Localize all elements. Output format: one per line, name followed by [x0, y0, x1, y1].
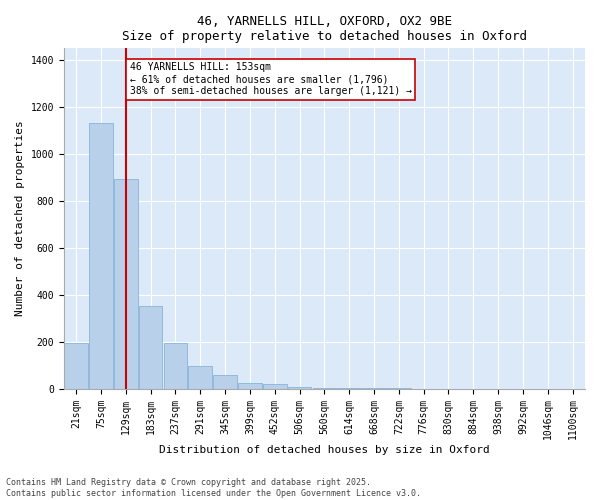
Y-axis label: Number of detached properties: Number of detached properties [15, 120, 25, 316]
Bar [288, 386, 311, 388]
Bar [263, 384, 287, 388]
X-axis label: Distribution of detached houses by size in Oxford: Distribution of detached houses by size … [159, 445, 490, 455]
Text: 46 YARNELLS HILL: 153sqm
← 61% of detached houses are smaller (1,796)
38% of sem: 46 YARNELLS HILL: 153sqm ← 61% of detach… [130, 62, 412, 96]
Bar [214, 374, 237, 388]
Bar [188, 366, 212, 388]
Bar [89, 124, 113, 388]
Bar [64, 344, 88, 388]
Text: Contains HM Land Registry data © Crown copyright and database right 2025.
Contai: Contains HM Land Registry data © Crown c… [6, 478, 421, 498]
Bar [139, 306, 163, 388]
Title: 46, YARNELLS HILL, OXFORD, OX2 9BE
Size of property relative to detached houses : 46, YARNELLS HILL, OXFORD, OX2 9BE Size … [122, 15, 527, 43]
Bar [164, 344, 187, 388]
Bar [114, 179, 137, 388]
Bar [238, 384, 262, 388]
